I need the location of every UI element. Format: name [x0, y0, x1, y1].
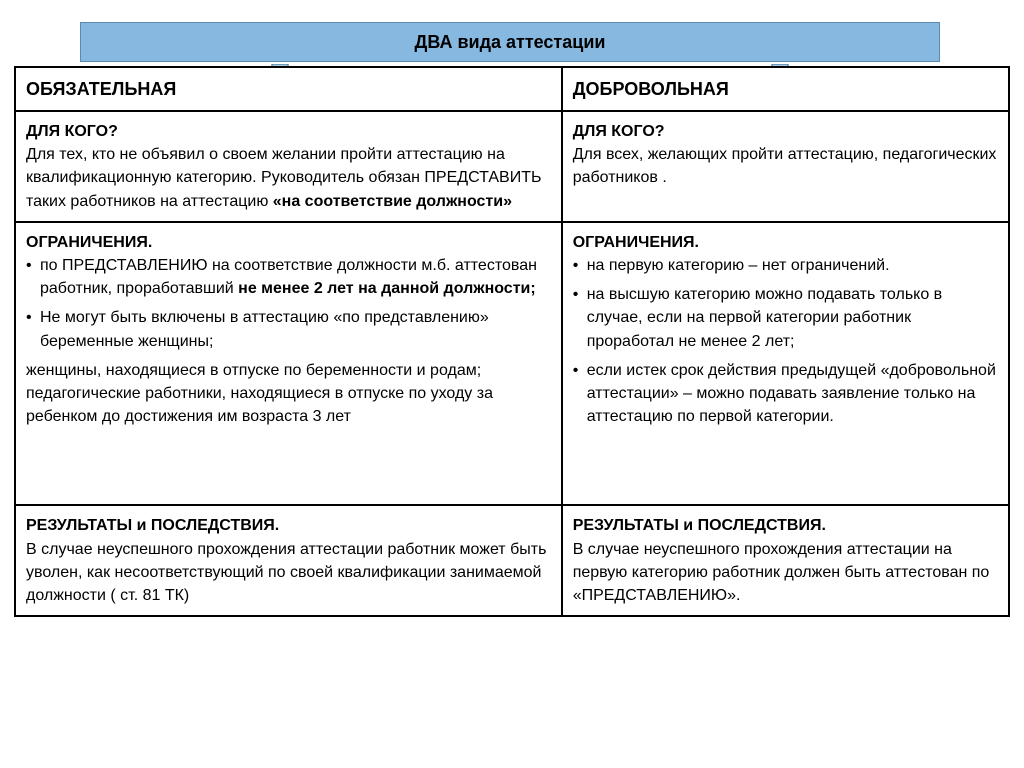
- section-heading: ОГРАНИЧЕНИЯ.: [573, 231, 998, 254]
- cell-forwhom-left: ДЛЯ КОГО? Для тех, кто не объявил о свое…: [15, 111, 562, 222]
- title-text: ДВА вида аттестации: [415, 32, 606, 53]
- section-heading: ДЛЯ КОГО?: [573, 120, 998, 143]
- list-item: на высшую категорию можно подавать тольк…: [573, 283, 998, 353]
- column-header-left: ОБЯЗАТЕЛЬНАЯ: [15, 67, 562, 111]
- list-item: на первую категорию – нет ограничений.: [573, 254, 998, 277]
- section-heading: ОГРАНИЧЕНИЯ.: [26, 231, 551, 254]
- table-row: ОГРАНИЧЕНИЯ. по ПРЕДСТАВЛЕНИЮ на соответ…: [15, 222, 1009, 506]
- table-row: ОБЯЗАТЕЛЬНАЯ ДОБРОВОЛЬНАЯ: [15, 67, 1009, 111]
- table-row: ДЛЯ КОГО? Для тех, кто не объявил о свое…: [15, 111, 1009, 222]
- section-heading: РЕЗУЛЬТАТЫ и ПОСЛЕДСТВИЯ.: [573, 514, 998, 537]
- cell-results-left: РЕЗУЛЬТАТЫ и ПОСЛЕДСТВИЯ. В случае неусп…: [15, 505, 562, 616]
- section-heading: ДЛЯ КОГО?: [26, 120, 551, 143]
- list-item: если истек срок действия предыдущей «доб…: [573, 359, 998, 429]
- bullet-list: на первую категорию – нет ограничений. н…: [573, 254, 998, 428]
- body-text: Для тех, кто не объявил о своем желании …: [26, 143, 551, 213]
- list-item: Не могут быть включены в аттестацию «по …: [26, 306, 551, 352]
- body-text: В случае неуспешного прохождения аттеста…: [573, 538, 998, 608]
- comparison-table: ОБЯЗАТЕЛЬНАЯ ДОБРОВОЛЬНАЯ ДЛЯ КОГО? Для …: [14, 66, 1010, 617]
- cell-limits-right: ОГРАНИЧЕНИЯ. на первую категорию – нет о…: [562, 222, 1009, 506]
- body-text: Для всех, желающих пройти аттестацию, пе…: [573, 143, 998, 189]
- section-heading: РЕЗУЛЬТАТЫ и ПОСЛЕДСТВИЯ.: [26, 514, 551, 537]
- cell-forwhom-right: ДЛЯ КОГО? Для всех, желающих пройти атте…: [562, 111, 1009, 222]
- body-text: В случае неуспешного прохождения аттеста…: [26, 538, 551, 608]
- table-row: РЕЗУЛЬТАТЫ и ПОСЛЕДСТВИЯ. В случае неусп…: [15, 505, 1009, 616]
- cell-limits-left: ОГРАНИЧЕНИЯ. по ПРЕДСТАВЛЕНИЮ на соответ…: [15, 222, 562, 506]
- list-item: по ПРЕДСТАВЛЕНИЮ на соответствие должнос…: [26, 254, 551, 300]
- body-text: женщины, находящиеся в отпуске по береме…: [26, 359, 551, 429]
- bullet-list: по ПРЕДСТАВЛЕНИЮ на соответствие должнос…: [26, 254, 551, 353]
- cell-results-right: РЕЗУЛЬТАТЫ и ПОСЛЕДСТВИЯ. В случае неусп…: [562, 505, 1009, 616]
- title-banner: ДВА вида аттестации: [80, 22, 940, 62]
- column-header-right: ДОБРОВОЛЬНАЯ: [562, 67, 1009, 111]
